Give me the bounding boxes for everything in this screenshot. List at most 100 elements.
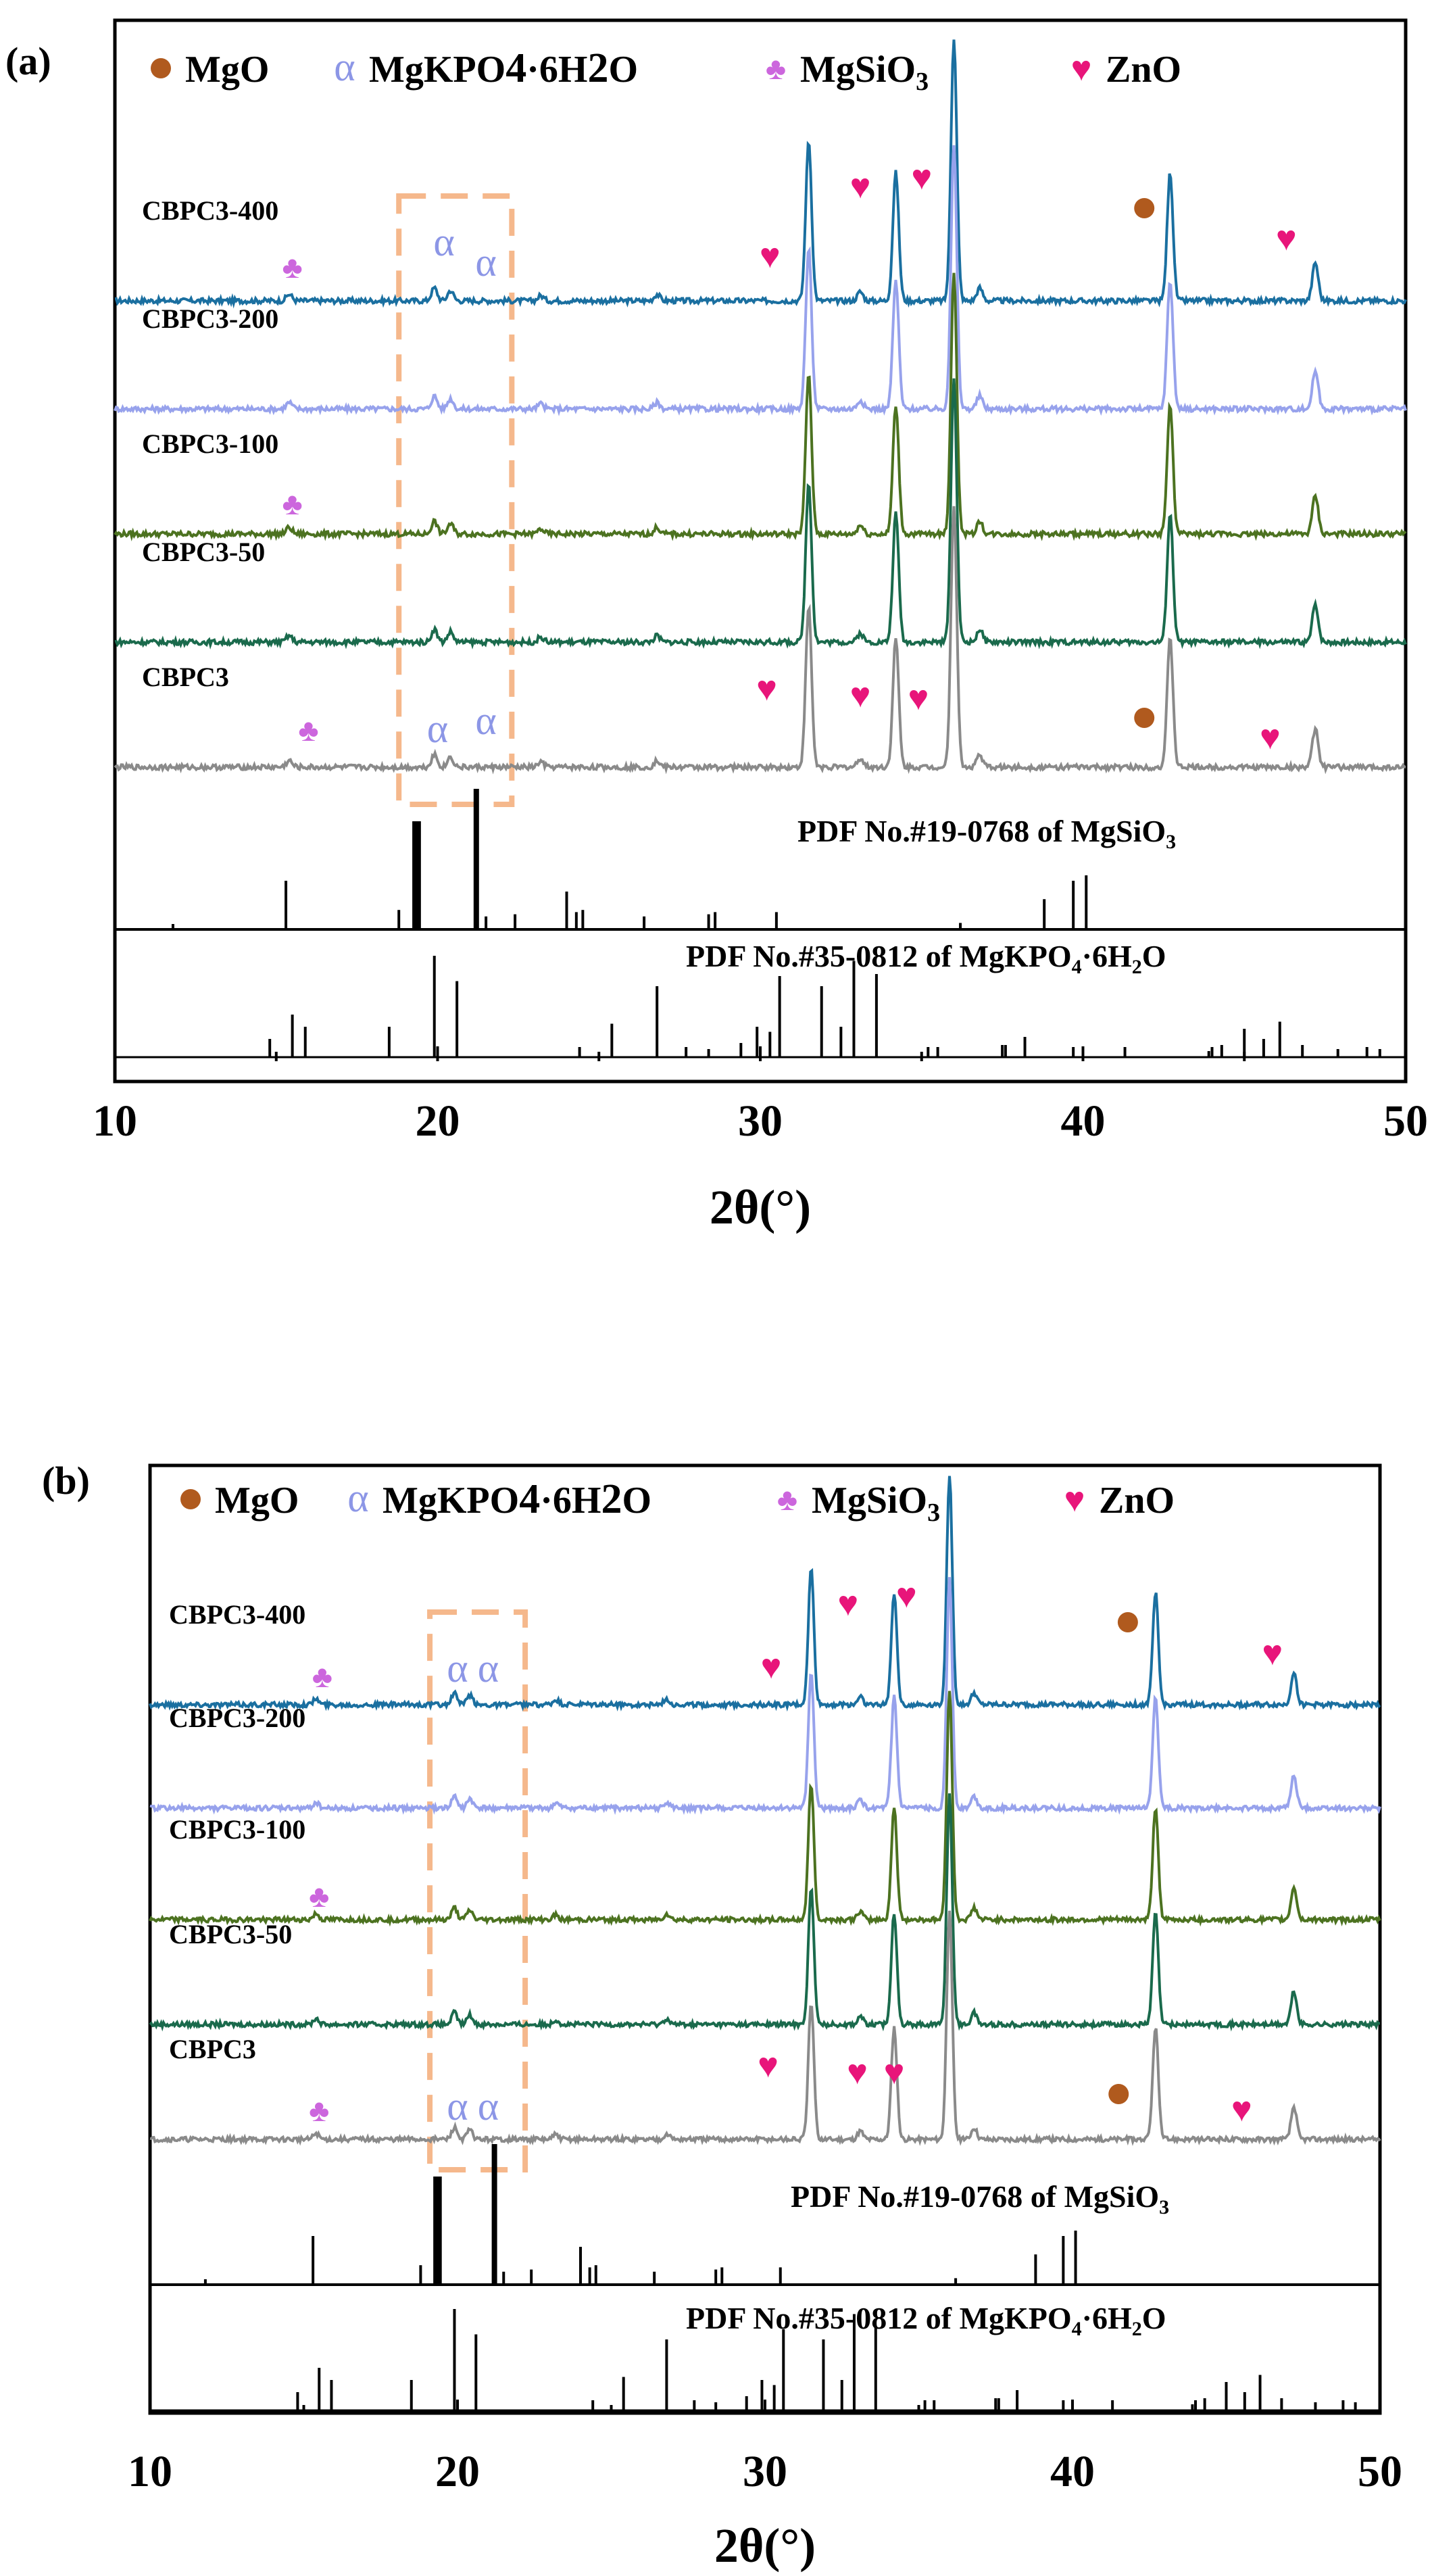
reference-label: PDF No.#35-0812 of MgKPO4·6H2O (686, 2301, 1166, 2340)
x-axis-label: 2θ(°) (710, 1180, 811, 1234)
series-label: CBPC3-50 (169, 1919, 292, 1949)
series-line-cbpc3-100 (149, 1691, 1381, 1927)
x-axis: 10 20 30 40 50 2θ(°) (128, 2400, 1402, 2573)
series-line-cbpc3-200 (149, 1577, 1381, 1816)
club-marker-icon: ♣ (298, 713, 318, 748)
legend: MgO α MgKPO4·6H2O ♣ MgSiO3 ♥ ZnO (180, 1476, 1175, 1527)
highlight-dashed-box (427, 1609, 528, 2172)
series-label: CBPC3-100 (142, 429, 278, 459)
legend-zno-icon: ♥ (1071, 50, 1092, 89)
x-tick-label: 30 (738, 1096, 783, 1146)
heart-marker-icon: ♥ (908, 679, 929, 718)
series-label: CBPC3 (169, 2034, 256, 2064)
club-marker-icon: ♣ (282, 250, 303, 285)
x-tick-label: 40 (1050, 2447, 1095, 2496)
legend: MgO α MgKPO4·6H2O ♣ MgSiO3 ♥ ZnO (151, 45, 1181, 96)
heart-marker-icon: ♥ (884, 2053, 905, 2092)
series-label: CBPC3-200 (142, 303, 278, 334)
plot-frame (148, 1463, 1382, 2415)
x-axis: 10 20 30 40 50 2θ(°) (93, 1046, 1428, 1234)
reference-pattern-mgsio3: PDF No.#19-0768 of MgSiO3 (171, 789, 1176, 929)
alpha-marker-icon: α (478, 1646, 499, 1691)
panel-b: (b) MgO α MgKPO4·6H2O ♣ MgSiO3 ♥ ZnO CBPC3-400 CB… (42, 1459, 1402, 2573)
legend-label-mkp: MgKPO4·6H2O (383, 1476, 651, 1522)
series-line-cbpc3-400 (149, 1476, 1381, 1712)
reference-pattern-mgsio3: PDF No.#19-0768 of MgSiO3 (203, 2144, 1169, 2285)
heart-marker-icon: ♥ (760, 237, 781, 276)
legend-label-mgo: MgO (215, 1480, 299, 1522)
reference-pattern-mkp: PDF No.#35-0812 of MgKPO4·6H2O (150, 2301, 1380, 2412)
heart-marker-icon: ♥ (758, 2047, 779, 2085)
series-label: CBPC3-400 (142, 195, 278, 226)
heart-marker-icon: ♥ (1276, 220, 1297, 258)
reference-label: PDF No.#35-0812 of MgKPO4·6H2O (686, 939, 1166, 978)
series-line-cbpc3-400 (114, 39, 1407, 309)
legend-label-zno: ZnO (1106, 49, 1181, 91)
alpha-marker-icon: α (427, 706, 448, 751)
panel-label: (a) (5, 39, 51, 83)
legend-label-mgo: MgO (185, 49, 269, 91)
x-axis-label: 2θ(°) (714, 2519, 816, 2573)
heart-marker-icon: ♥ (756, 670, 777, 708)
legend-mgsio3-icon: ♣ (777, 1482, 797, 1517)
reference-label: PDF No.#19-0768 of MgSiO3 (791, 2179, 1169, 2218)
series-label: CBPC3-50 (142, 537, 265, 567)
club-marker-icon: ♣ (282, 487, 303, 521)
legend-mgsio3-icon: ♣ (766, 51, 786, 86)
legend-label-mkp: MgKPO4·6H2O (369, 45, 638, 91)
series-line-cbpc3-200 (114, 145, 1407, 416)
alpha-marker-icon: α (475, 240, 496, 285)
heart-marker-icon: ♥ (1262, 1634, 1283, 1673)
series-label: CBPC3-200 (169, 1703, 305, 1733)
x-tick-label: 50 (1383, 1096, 1428, 1146)
legend-mkp-icon: α (334, 45, 355, 89)
club-marker-icon: ♣ (309, 2093, 329, 2128)
heart-marker-icon: ♥ (850, 168, 871, 206)
series-label: CBPC3-400 (169, 1599, 305, 1630)
alpha-marker-icon: α (447, 2084, 468, 2129)
heart-marker-icon: ♥ (896, 1577, 917, 1615)
series-label: CBPC3 (142, 662, 229, 692)
alpha-marker-icon: α (433, 220, 454, 264)
mgo-marker-icon (1134, 198, 1155, 218)
heart-marker-icon: ♥ (850, 677, 871, 715)
legend-label-mgsio3: MgSiO3 (812, 1480, 940, 1527)
legend-mgo-icon (180, 1489, 201, 1509)
heart-marker-icon: ♥ (1231, 2091, 1252, 2129)
series-line-cbpc3 (114, 506, 1406, 775)
series-label: CBPC3-100 (169, 1814, 305, 1845)
legend-mgo-icon (151, 58, 171, 78)
alpha-marker-icon: α (475, 698, 496, 743)
x-tick-label: 10 (128, 2447, 172, 2496)
reference-label: PDF No.#19-0768 of MgSiO3 (797, 814, 1176, 853)
x-tick-label: 10 (93, 1096, 137, 1146)
heart-marker-icon: ♥ (911, 159, 932, 197)
alpha-marker-icon: α (447, 1646, 468, 1691)
reference-pattern-mkp: PDF No.#35-0812 of MgKPO4·6H2O (115, 939, 1406, 1059)
mgo-marker-icon (1134, 708, 1155, 728)
series-line-cbpc3-100 (114, 272, 1407, 541)
heart-marker-icon: ♥ (1260, 719, 1281, 757)
series-line-cbpc3 (149, 1910, 1381, 2146)
x-tick-label: 20 (416, 1096, 460, 1146)
x-tick-label: 40 (1061, 1096, 1106, 1146)
x-tick-label: 50 (1358, 2447, 1402, 2496)
x-tick-label: 30 (743, 2447, 787, 2496)
club-marker-icon: ♣ (312, 1659, 332, 1694)
club-marker-icon: ♣ (309, 1879, 329, 1914)
mgo-marker-icon (1117, 1612, 1138, 1632)
panel-a: (a) MgO α MgKPO4·6H2O ♣ MgSiO3 ♥ ZnO CBPC3-400 CB… (5, 18, 1428, 1234)
heart-marker-icon: ♥ (847, 2053, 868, 2092)
x-tick-label: 20 (435, 2447, 480, 2496)
series-line-cbpc3-50 (149, 1793, 1381, 2032)
legend-mkp-icon: α (347, 1476, 368, 1520)
legend-label-mgsio3: MgSiO3 (800, 49, 929, 96)
heart-marker-icon: ♥ (761, 1648, 782, 1686)
plot-frame (113, 18, 1408, 1084)
highlight-dashed-box (396, 193, 515, 807)
mgo-marker-icon (1108, 2084, 1129, 2104)
panel-label: (b) (42, 1459, 90, 1503)
alpha-marker-icon: α (478, 2084, 499, 2129)
legend-label-zno: ZnO (1099, 1480, 1175, 1522)
